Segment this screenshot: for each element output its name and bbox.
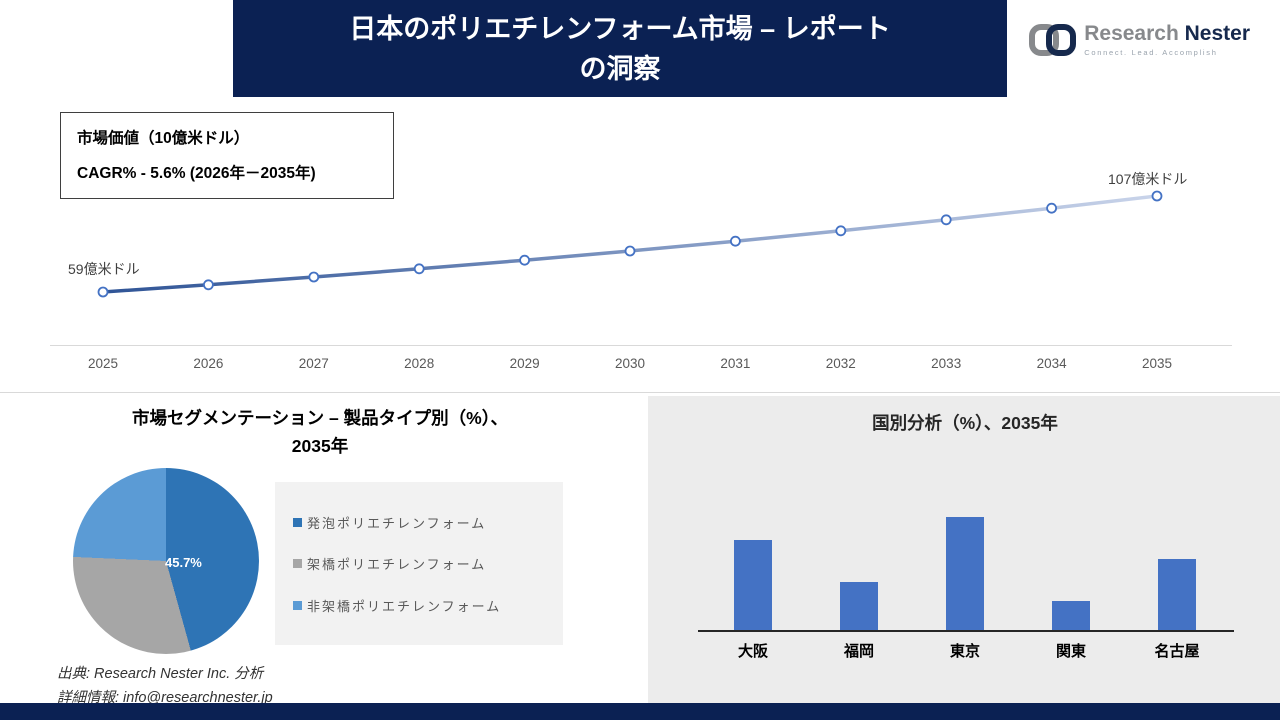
logo-word-research: Research xyxy=(1084,22,1179,45)
bar-category-label: 東京 xyxy=(949,643,980,660)
section-divider xyxy=(0,392,1280,393)
line-end-value-label: 107億米ドル xyxy=(1108,171,1188,187)
line-chart-marker xyxy=(730,235,741,247)
pie-chart: 45.7% xyxy=(73,468,259,654)
bar-column xyxy=(700,540,806,630)
legend-label: 非架橋ポリエチレンフォーム xyxy=(307,598,502,614)
line-start-value-label: 59億米ドル xyxy=(68,261,140,277)
pie-chart-legend: 発泡ポリエチレンフォーム 架橋ポリエチレンフォーム 非架橋ポリエチレンフォーム xyxy=(275,482,563,645)
line-chart-marker xyxy=(835,225,847,237)
bar-column xyxy=(1124,559,1230,630)
bar-category-label: 名古屋 xyxy=(1154,643,1200,660)
bar-大阪 xyxy=(734,540,772,630)
footer-bar xyxy=(0,703,1280,720)
bar-福岡 xyxy=(840,582,878,630)
line-chart-marker xyxy=(308,271,320,283)
logo-name: Research Nester xyxy=(1084,22,1250,46)
pie-slice-data-label: 45.7% xyxy=(165,555,202,570)
line-chart-marker xyxy=(202,279,214,291)
legend-swatch xyxy=(293,600,302,610)
pie-chart-title: 市場セグメンテーション – 製品タイプ別（%）、2035年 xyxy=(132,408,508,456)
bar-関東 xyxy=(1052,601,1090,630)
title-banner: 日本のポリエチレンフォーム市場 – レポートの洞察 xyxy=(233,0,1007,97)
line-chart-marker xyxy=(1151,190,1163,202)
line-chart-marker xyxy=(940,214,952,226)
page-title: 日本のポリエチレンフォーム市場 – レポートの洞察 xyxy=(349,13,891,84)
legend-label: 発泡ポリエチレンフォーム xyxy=(307,515,487,531)
research-nester-logo: Research Nester Connect. Lead. Accomplis… xyxy=(1028,22,1250,58)
bar-column xyxy=(912,517,1018,630)
line-chart-marker xyxy=(624,245,636,257)
logo-text: Research Nester Connect. Lead. Accomplis… xyxy=(1084,22,1250,57)
bar-category-label: 福岡 xyxy=(843,643,874,660)
legend-swatch xyxy=(293,559,302,568)
bar-chart-title: 国別分析（%）、2035年 xyxy=(872,413,1058,433)
legend-swatch xyxy=(293,517,302,527)
bar-chart-x-axis xyxy=(698,630,1234,632)
market-value-box: 市場価値（10億米ドル） CAGR% - 5.6% (2026年－2035年) xyxy=(60,112,394,199)
line-series xyxy=(102,194,1158,294)
bar-chart-category-labels: 大阪 福岡 東京 関東 名古屋 xyxy=(700,640,1230,661)
chain-link-icon xyxy=(1029,24,1077,56)
line-chart-marker xyxy=(519,254,530,266)
bar-chart xyxy=(700,501,1230,630)
bar-category-label: 関東 xyxy=(1055,643,1086,660)
line-chart-marker xyxy=(97,286,109,298)
logo-word-nester: Nester xyxy=(1184,22,1250,45)
legend-item: 架橋ポリエチレンフォーム xyxy=(293,554,545,573)
line-chart-marker xyxy=(413,263,425,275)
cagr-label: CAGR% - 5.6% (2026年－2035年) xyxy=(77,165,316,182)
bar-東京 xyxy=(946,517,984,630)
line-chart xyxy=(97,190,1163,298)
line-chart-x-axis xyxy=(50,345,1232,346)
legend-label: 架橋ポリエチレンフォーム xyxy=(307,557,487,572)
source-note: 出典: Research Nester Inc. 分析 xyxy=(57,666,264,682)
bar-column xyxy=(1018,601,1124,630)
bar-column xyxy=(806,582,912,630)
contact-note: 詳細情報: info@researchnester.jp xyxy=(57,690,273,706)
bar-category-label: 大阪 xyxy=(737,643,768,660)
bar-名古屋 xyxy=(1158,559,1196,630)
market-value-label: 市場価値（10億米ドル） xyxy=(77,130,250,147)
legend-item: 非架橋ポリエチレンフォーム xyxy=(293,596,545,615)
line-chart-marker xyxy=(1046,202,1057,214)
logo-tagline: Connect. Lead. Accomplish xyxy=(1084,48,1218,57)
legend-item: 発泡ポリエチレンフォーム xyxy=(293,513,545,532)
